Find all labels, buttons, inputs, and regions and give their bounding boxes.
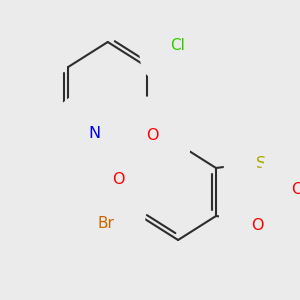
Text: Br: Br: [98, 217, 115, 232]
Text: O: O: [112, 172, 125, 188]
Text: O: O: [146, 128, 159, 143]
Text: S: S: [256, 155, 266, 170]
Text: N: N: [88, 125, 100, 140]
Text: Cl: Cl: [170, 38, 185, 52]
Text: H: H: [77, 127, 87, 140]
Text: O: O: [251, 218, 263, 233]
Text: O: O: [291, 182, 300, 197]
